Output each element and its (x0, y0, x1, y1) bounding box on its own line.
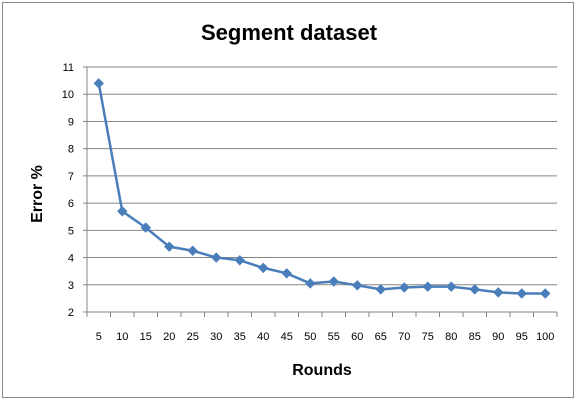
x-tick-label: 55 (328, 331, 340, 343)
x-tick-label: 45 (281, 331, 293, 343)
x-tick-labels: 5 10 15 20 25 30 35 40 45 50 55 60 65 70 75 80 85 90 95 100 (96, 331, 555, 343)
y-tick-label: 6 (68, 198, 74, 210)
data-point-marker (187, 245, 198, 256)
x-tick-label: 25 (187, 331, 199, 343)
y-tick-labels: 2 3 4 5 6 7 8 9 10 11 (62, 62, 74, 319)
x-tick-label: 35 (234, 331, 246, 343)
grid-lines (83, 66, 557, 313)
data-point-marker (117, 206, 128, 217)
data-point-marker (211, 252, 222, 263)
y-tick-label: 7 (68, 171, 74, 183)
y-tick-label: 2 (68, 307, 74, 319)
x-tick-label: 60 (351, 331, 363, 343)
y-axis-title: Error % (29, 165, 46, 223)
y-tick-label: 4 (68, 253, 74, 265)
data-point-marker (352, 280, 363, 291)
data-point-marker (258, 262, 269, 274)
data-point-marker (516, 288, 527, 299)
x-tick-label: 20 (163, 331, 175, 343)
data-point-marker (446, 281, 457, 292)
x-tick-label: 75 (422, 331, 434, 343)
y-tick-label: 9 (68, 116, 74, 128)
data-point-marker (234, 255, 245, 266)
data-point-marker (399, 282, 410, 293)
data-point-marker (328, 276, 339, 287)
data-point-marker (493, 287, 504, 298)
chart-title: Segment dataset (201, 20, 378, 45)
x-tick-label: 10 (116, 331, 128, 343)
x-axis-title: Rounds (292, 362, 352, 379)
data-point-marker (540, 288, 551, 299)
data-point-marker (469, 284, 480, 295)
x-tick-label: 70 (398, 331, 410, 343)
y-tick-label: 10 (62, 89, 74, 101)
x-tick-label: 90 (492, 331, 504, 343)
x-tick-label: 65 (375, 331, 387, 343)
data-point-marker (422, 281, 433, 292)
axes (86, 67, 558, 317)
data-point-marker (93, 78, 104, 89)
x-tick-label: 30 (210, 331, 222, 343)
x-tick-label: 80 (445, 331, 457, 343)
y-tick-label: 3 (68, 280, 74, 292)
x-tick-label: 40 (257, 331, 269, 343)
y-tick-label: 5 (68, 225, 74, 237)
y-tick-label: 8 (68, 144, 74, 156)
y-tick-label: 11 (63, 62, 74, 74)
x-tick-label: 15 (140, 331, 152, 343)
series-group (93, 78, 551, 299)
x-tick-label: 85 (469, 331, 481, 343)
x-tick-label: 100 (536, 331, 554, 343)
data-point-marker (375, 284, 386, 295)
data-point-marker (164, 241, 175, 252)
x-tick-label: 50 (304, 331, 316, 343)
x-tick-label: 5 (96, 331, 102, 343)
data-point-marker (281, 268, 292, 279)
chart-frame (2, 2, 574, 398)
data-point-marker (140, 222, 151, 233)
x-tick-label: 95 (516, 331, 528, 343)
series-line (97, 83, 546, 295)
data-point-marker (305, 278, 316, 289)
